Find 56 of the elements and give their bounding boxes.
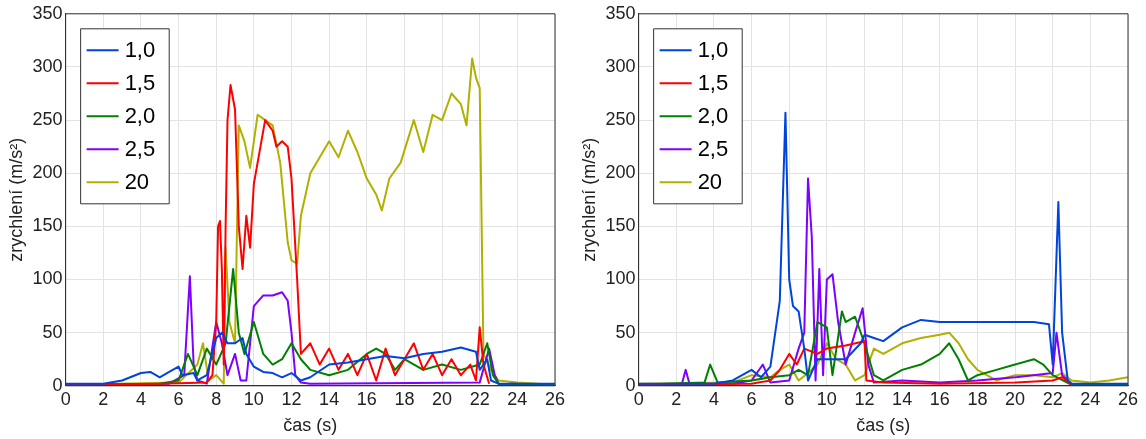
- legend-label: 20: [124, 169, 150, 195]
- x-tick-label: 12: [281, 388, 302, 409]
- legend-label: 1,5: [697, 70, 729, 96]
- x-tick-label: 10: [816, 388, 837, 409]
- y-tick-label: 0: [52, 374, 63, 395]
- legend-label: 1,5: [124, 70, 156, 96]
- legend-label: 1,0: [124, 37, 156, 63]
- x-tick-label: 26: [544, 388, 566, 409]
- legend-label: 2,0: [697, 103, 729, 129]
- y-tick-label: 350: [32, 2, 63, 23]
- x-tick-label: 16: [929, 388, 950, 409]
- x-tick-label: 10: [243, 388, 264, 409]
- x-tick-label: 24: [1080, 388, 1101, 409]
- x-tick-label: 4: [135, 388, 146, 409]
- x-axis-title: čas (s): [283, 415, 338, 436]
- x-tick-label: 2: [98, 388, 109, 409]
- y-axis-title: zrychlení (m/s²): [578, 137, 599, 262]
- x-tick-label: 22: [1042, 388, 1063, 409]
- y-tick-label: 0: [625, 374, 636, 395]
- legend-label: 1,0: [697, 37, 729, 63]
- x-tick-label: 24: [507, 388, 528, 409]
- y-tick-label: 250: [605, 109, 636, 130]
- x-tick-label: 8: [784, 388, 795, 409]
- legend-label: 2,0: [124, 103, 156, 129]
- y-tick-label: 100: [605, 268, 636, 289]
- y-tick-label: 300: [605, 55, 636, 76]
- x-tick-label: 6: [173, 388, 184, 409]
- legend-label: 2,5: [697, 136, 729, 162]
- y-tick-label: 50: [615, 321, 636, 342]
- legend-label: 20: [697, 169, 723, 195]
- y-tick-label: 350: [605, 2, 636, 23]
- x-tick-label: 2: [671, 388, 682, 409]
- x-axis-title: čas (s): [856, 415, 911, 436]
- x-tick-label: 4: [708, 388, 719, 409]
- y-tick-label: 200: [605, 162, 636, 183]
- x-tick-label: 20: [432, 388, 453, 409]
- x-tick-label: 8: [211, 388, 222, 409]
- y-tick-label: 150: [605, 215, 636, 236]
- x-tick-label: 14: [892, 388, 913, 409]
- x-tick-label: 6: [746, 388, 757, 409]
- x-tick-label: 26: [1117, 388, 1139, 409]
- y-tick-label: 250: [32, 109, 63, 130]
- y-tick-label: 150: [32, 215, 63, 236]
- y-tick-label: 50: [42, 321, 63, 342]
- y-tick-label: 200: [32, 162, 63, 183]
- x-tick-label: 14: [319, 388, 340, 409]
- y-tick-label: 100: [32, 268, 63, 289]
- y-axis-title: zrychlení (m/s²): [5, 137, 26, 262]
- x-tick-label: 16: [356, 388, 377, 409]
- legend-label: 2,5: [124, 136, 156, 162]
- x-tick-label: 20: [1005, 388, 1026, 409]
- x-tick-label: 18: [967, 388, 988, 409]
- x-tick-label: 22: [469, 388, 490, 409]
- x-tick-label: 12: [854, 388, 875, 409]
- x-tick-label: 18: [394, 388, 415, 409]
- y-tick-label: 300: [32, 55, 63, 76]
